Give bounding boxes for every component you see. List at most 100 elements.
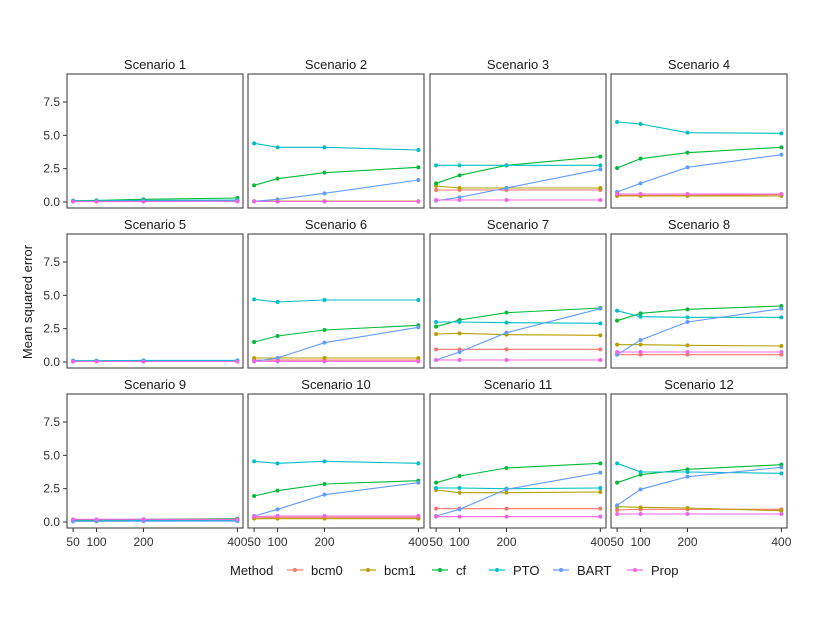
series-line-cf (253, 166, 419, 186)
data-point-Prop (275, 359, 280, 364)
data-point-cf (504, 466, 509, 470)
panel-border (247, 73, 425, 209)
legend-title: Method (230, 563, 273, 578)
data-point-BART (322, 492, 327, 497)
data-point-Prop (615, 350, 620, 354)
data-point-cf (598, 461, 603, 466)
data-point-bcm1 (457, 186, 462, 190)
data-point-PTO (252, 141, 257, 146)
panel-title: Scenario 1 (124, 57, 186, 72)
x-tick-label: 200 (677, 535, 697, 549)
data-point-Prop (322, 199, 327, 204)
data-point-cf (779, 145, 784, 150)
data-point-PTO (275, 145, 280, 150)
panel-border (247, 393, 425, 529)
data-point-BART (457, 350, 462, 354)
data-point-PTO (416, 148, 421, 152)
data-point-bcm0 (504, 506, 509, 511)
data-point-BART (275, 356, 280, 360)
data-point-PTO (638, 470, 643, 474)
data-point-Prop (457, 198, 462, 202)
data-point-cf (322, 482, 327, 486)
data-point-PTO (434, 320, 439, 324)
series-line-PTO (254, 142, 419, 151)
data-point-Prop (685, 350, 690, 354)
data-point-Prop (685, 192, 690, 196)
data-point-BART (685, 320, 690, 324)
data-point-PTO (779, 471, 784, 476)
data-point-bcm1 (598, 333, 603, 338)
series-line-bcm1 (617, 506, 782, 512)
y-tick-label: 2.5 (43, 482, 60, 496)
data-point-bcm1 (252, 356, 257, 360)
x-tick-label: 100 (268, 535, 288, 549)
data-point-cf (598, 154, 603, 159)
data-point-PTO (638, 314, 643, 319)
data-point-bcm1 (685, 506, 690, 510)
data-point-BART (416, 178, 421, 182)
y-tick-label: 0.0 (43, 515, 60, 529)
legend-item-PTO: PTO (489, 563, 540, 578)
data-point-cf (252, 494, 257, 498)
x-tick-label: 100 (450, 535, 470, 549)
data-point-bcm1 (779, 344, 784, 348)
data-point-PTO (685, 470, 690, 474)
data-point-cf (434, 324, 439, 329)
y-tick-label: 7.5 (43, 255, 60, 269)
data-point-PTO (598, 163, 603, 168)
y-tick-label: 2.5 (43, 322, 60, 336)
panel-border (66, 233, 244, 369)
series-line-BART (436, 168, 601, 202)
series-line-BART (616, 154, 782, 193)
data-point-Prop (457, 358, 462, 362)
panel-title: Scenario 12 (664, 377, 733, 392)
legend-label: BART (577, 563, 611, 578)
legend-item-bcm1: bcm1 (360, 563, 416, 578)
data-point-BART (638, 338, 643, 342)
data-point-BART (322, 340, 327, 345)
panel-border (429, 73, 607, 209)
data-point-PTO (434, 163, 439, 168)
data-point-Prop (504, 514, 509, 519)
data-point-BART (615, 503, 620, 508)
panel-border (429, 393, 607, 529)
data-point-cf (416, 165, 421, 170)
data-point-Prop (416, 199, 421, 204)
data-point-PTO (275, 461, 280, 466)
data-point-PTO (598, 321, 603, 326)
data-point-BART (638, 181, 643, 186)
series-line-cf (435, 156, 601, 184)
data-point-cf (275, 334, 280, 338)
series-line-bcm0 (617, 194, 782, 196)
x-tick-label: 50 (247, 535, 261, 549)
data-point-PTO (504, 320, 509, 325)
data-point-Prop (685, 512, 690, 516)
panel: Scenario 3 (429, 57, 607, 209)
data-point-cf (685, 307, 690, 312)
data-point-PTO (615, 120, 620, 124)
x-tick-label: 400 (590, 535, 610, 549)
x-tick-label: 50 (610, 535, 624, 549)
series-line-bcm0 (254, 516, 419, 519)
data-point-Prop (322, 514, 327, 518)
data-point-BART (504, 487, 509, 492)
x-tick-label: 100 (87, 535, 107, 549)
data-point-cf (615, 480, 620, 485)
panel-border (66, 73, 244, 209)
panel: Scenario 11 50 100 200 400 (429, 377, 610, 549)
panel: Scenario 1 0.0 2.5 5.0 7.5 (43, 57, 244, 209)
x-tick-label: 50 (429, 535, 443, 549)
data-point-PTO (434, 486, 439, 490)
data-point-PTO (598, 486, 603, 490)
panel: Scenario 12 50 100 200 400 (610, 377, 791, 549)
panel-border (66, 393, 244, 529)
panel-border (247, 233, 425, 369)
data-point-bcm1 (638, 342, 643, 347)
data-point-Prop (141, 359, 146, 364)
data-point-Prop (779, 350, 784, 354)
panel-title: Scenario 5 (124, 217, 186, 232)
data-point-Prop (615, 192, 620, 196)
data-point-bcm0 (504, 347, 509, 352)
panel-title: Scenario 4 (668, 57, 730, 72)
data-point-Prop (779, 192, 784, 196)
